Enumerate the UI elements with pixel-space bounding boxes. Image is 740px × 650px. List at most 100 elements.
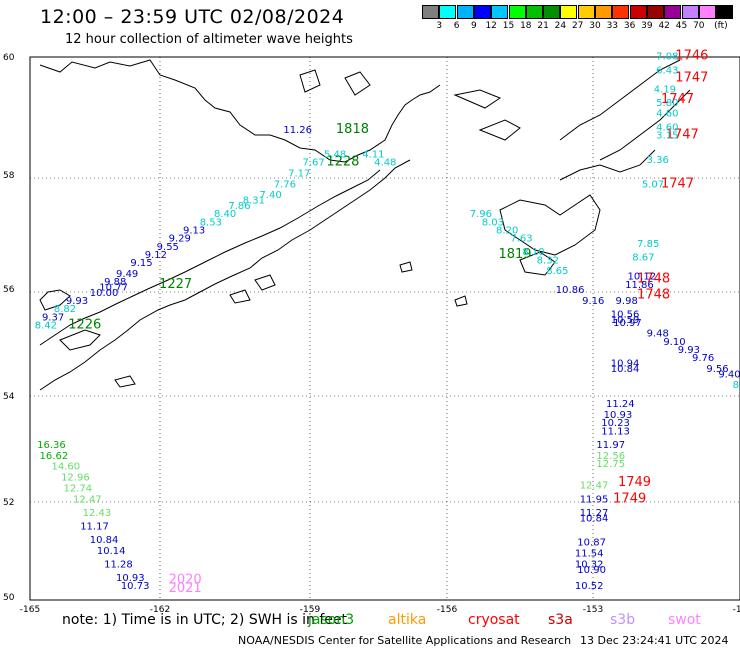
wave-height-label: 11.86 bbox=[625, 280, 654, 291]
wave-height-label: 12.75 bbox=[596, 459, 625, 470]
wave-height-label: 8.82 bbox=[54, 304, 76, 315]
wave-height-label: 11.28 bbox=[104, 559, 133, 570]
wave-height-label: 11.26 bbox=[283, 125, 312, 136]
colorbar-swatch bbox=[629, 5, 647, 19]
lat-tick-label: 52 bbox=[3, 498, 14, 508]
lon-tick-label: -159 bbox=[300, 605, 321, 615]
wave-height-label: 10.56 bbox=[611, 310, 640, 321]
time-label: 1227 bbox=[159, 277, 192, 292]
satellite-legend-item: s3a bbox=[548, 612, 573, 628]
wave-height-label: 10.14 bbox=[97, 546, 126, 557]
lon-tick-label: -15 bbox=[733, 605, 740, 615]
footer-credit: NOAA/NESDIS Center for Satellite Applica… bbox=[238, 634, 572, 647]
wave-height-label: 10.59 bbox=[611, 315, 640, 326]
graticule bbox=[30, 57, 740, 600]
satellite-legend-item: altika bbox=[388, 612, 427, 628]
wave-height-label: 9.29 bbox=[169, 234, 191, 245]
wave-height-label: 10.94 bbox=[611, 359, 640, 370]
time-label: 1228 bbox=[326, 155, 359, 170]
colorbar-swatch bbox=[525, 5, 543, 19]
wave-height-label: 10.12 bbox=[628, 272, 657, 283]
colorbar-unit: (ft) bbox=[714, 21, 728, 31]
page-title: 12:00 – 23:59 UTC 02/08/2024 bbox=[40, 6, 345, 28]
wave-height-label: 8.03 bbox=[482, 217, 504, 228]
wave-height-label: 10.93 bbox=[116, 573, 145, 584]
wave-height-label: 9.10 bbox=[663, 337, 685, 348]
colorbar-tick-label: 9 bbox=[471, 21, 477, 31]
colorbar-swatch bbox=[422, 5, 439, 19]
wave-height-label: 10.77 bbox=[99, 282, 128, 293]
wave-height-label: 16.36 bbox=[37, 440, 66, 451]
wave-height-label: 11.24 bbox=[606, 399, 635, 410]
time-label: 1748 bbox=[637, 271, 670, 286]
wave-height-label: 7.76 bbox=[274, 179, 296, 190]
time-label: 1749 bbox=[618, 475, 651, 490]
colorbar-swatch bbox=[508, 5, 526, 19]
wave-height-label: 9.15 bbox=[130, 258, 152, 269]
wave-height-label: 9.48 bbox=[647, 329, 669, 340]
wave-height-label: 3.36 bbox=[647, 155, 669, 166]
colorbar-swatch bbox=[491, 5, 509, 19]
wave-height-label: 7.63 bbox=[510, 234, 532, 245]
wave-height-label: 10.23 bbox=[601, 418, 630, 429]
wave-height-label: 9.55 bbox=[157, 242, 179, 253]
wave-height-label: 11.17 bbox=[80, 521, 109, 532]
colorbar-swatch bbox=[456, 5, 474, 19]
time-label: 1746 bbox=[675, 49, 708, 64]
wave-height-label: 8.32 bbox=[537, 255, 559, 266]
wave-height-label: 16.62 bbox=[40, 451, 69, 462]
wave-height-label: 10.73 bbox=[121, 581, 150, 592]
wave-height-label: 7.86 bbox=[228, 201, 250, 212]
time-label: 1749 bbox=[613, 491, 646, 506]
colorbar-tick-label: 45 bbox=[675, 21, 688, 31]
coastline bbox=[39, 59, 691, 391]
wave-height-label: 6.43 bbox=[656, 65, 678, 76]
wave-height-label: 5.07 bbox=[642, 179, 664, 190]
lat-tick-label: 58 bbox=[3, 171, 15, 181]
time-label: 1818 bbox=[336, 122, 369, 137]
wave-height-label: 12.47 bbox=[580, 481, 609, 492]
wave-height-label: 9.49 bbox=[116, 269, 138, 280]
lat-tick-label: 54 bbox=[3, 392, 15, 402]
wave-height-label: 5.80 bbox=[656, 98, 678, 109]
colorbar-tick-label: 3 bbox=[436, 21, 443, 31]
wave-height-label: 9.93 bbox=[66, 296, 88, 307]
wave-height-label: 3.15 bbox=[656, 130, 678, 141]
wave-height-label: 8.65 bbox=[546, 266, 568, 277]
wave-height-label: 10.87 bbox=[577, 538, 606, 549]
wave-height-labels: 7.086.434.195.804.604.603.153.365.077.96… bbox=[35, 52, 740, 592]
lon-tick-label: -162 bbox=[150, 605, 170, 615]
colorbar-swatch bbox=[577, 5, 595, 19]
wave-height-label: 12.74 bbox=[63, 483, 92, 494]
colorbar-tick-label: 18 bbox=[520, 21, 532, 31]
wave-height-label: 9.76 bbox=[692, 353, 714, 364]
lat-tick-label: 60 bbox=[3, 53, 15, 63]
wave-height-label: 9.88 bbox=[104, 277, 126, 288]
wave-height-label: 10.00 bbox=[90, 288, 119, 299]
wave-height-label: 11.95 bbox=[580, 494, 609, 505]
colorbar-tick-label: 15 bbox=[502, 21, 515, 31]
wave-height-label: 10.86 bbox=[556, 285, 585, 296]
wave-height-label: 9.40 bbox=[718, 369, 740, 380]
wave-height-label: 12.47 bbox=[73, 494, 102, 505]
wave-height-label: 9.56 bbox=[706, 364, 728, 375]
wave-height-label: 10.84 bbox=[90, 535, 119, 546]
page-subtitle: 12 hour collection of altimeter wave hei… bbox=[65, 32, 353, 47]
satellite-legend-item: s3b bbox=[610, 612, 636, 628]
colorbar-tick-label: 42 bbox=[658, 21, 670, 31]
lon-tick-label: -153 bbox=[583, 605, 603, 615]
time-label: 1819 bbox=[498, 247, 531, 262]
wave-height-label: 4.19 bbox=[654, 84, 676, 95]
wave-height-label: 9.98 bbox=[616, 296, 638, 307]
wave-height-label: 12.56 bbox=[596, 451, 625, 462]
wave-height-label: 4.11 bbox=[362, 149, 384, 160]
lat-tick-label: 56 bbox=[3, 285, 15, 295]
colorbar-swatch bbox=[698, 5, 716, 19]
lat-tick-label: 50 bbox=[3, 593, 15, 603]
time-label: 1747 bbox=[661, 92, 694, 107]
wave-height-label: 8.67 bbox=[733, 380, 740, 391]
wave-height-label: 11.13 bbox=[601, 426, 630, 437]
wave-height-label: 9.16 bbox=[582, 296, 604, 307]
wave-height-label: 11.54 bbox=[575, 549, 604, 560]
